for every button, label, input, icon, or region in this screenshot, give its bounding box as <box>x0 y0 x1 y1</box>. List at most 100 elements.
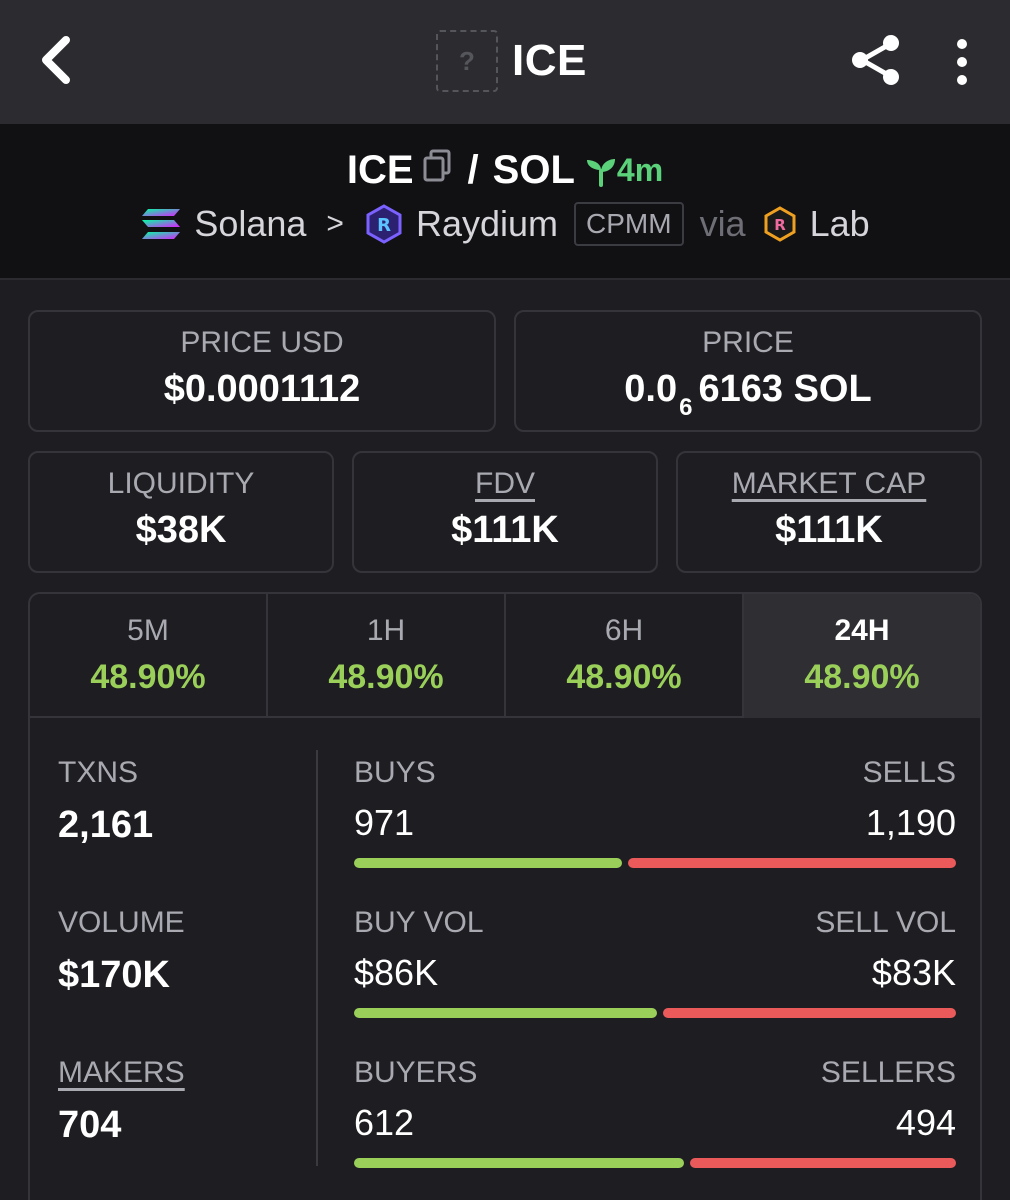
more-options-button[interactable] <box>940 34 984 90</box>
buy-bar-segment <box>354 858 622 868</box>
pair-line: ICE / SOL 4m <box>0 148 1010 193</box>
tab-change: 48.90% <box>90 658 206 696</box>
buys-sells-row: BUYS SELLS 971 1,190 <box>354 756 956 868</box>
sellers-value: 494 <box>895 1102 956 1143</box>
sprout-icon <box>586 158 615 187</box>
chain-breadcrumb: Solana > R Raydium CPMM via R Lab <box>0 202 1010 246</box>
price-native-card: PRICE 0.06 6163 SOL <box>514 310 982 432</box>
liquidity-value: $38K <box>135 509 227 551</box>
buy-vol-label: BUY VOL <box>354 906 484 939</box>
buys-sells-bar <box>354 858 956 868</box>
solana-icon <box>140 207 182 241</box>
tab-1h[interactable]: 1H 48.90% <box>268 594 506 718</box>
back-button[interactable] <box>28 30 84 90</box>
volume-stat: VOLUME $170K <box>58 906 185 997</box>
tab-label: 24H <box>834 614 890 647</box>
price-native-suffix: 6163 SOL <box>698 368 872 410</box>
kebab-dot-icon <box>957 39 967 49</box>
buy-vol-value: $86K <box>354 952 439 993</box>
tab-5m[interactable]: 5M 48.90% <box>30 594 268 718</box>
quote-symbol: SOL <box>492 148 575 192</box>
buys-label: BUYS <box>354 756 436 789</box>
pool-type-badge: CPMM <box>574 202 684 246</box>
market-cap-value: $111K <box>775 509 883 551</box>
copy-icon <box>423 149 451 182</box>
token-logo-placeholder: ? <box>436 30 498 92</box>
sell-vol-value: $83K <box>871 952 956 993</box>
fdv-label[interactable]: FDV <box>475 467 535 500</box>
pair-header: ICE / SOL 4m <box>0 124 1010 280</box>
stats-divider <box>316 750 318 1166</box>
top-bar: ? ICE <box>0 0 1010 124</box>
buy-sell-volume-bar <box>354 1008 956 1018</box>
buy-sell-volume-row: BUY VOL SELL VOL $86K $83K <box>354 906 956 1018</box>
pair-age: 4m <box>585 152 663 189</box>
tab-label: 6H <box>604 614 644 647</box>
sell-bar-segment <box>663 1008 956 1018</box>
pair-age-text: 4m <box>616 152 664 188</box>
liquidity-label: LIQUIDITY <box>107 467 255 500</box>
sells-label: SELLS <box>862 756 956 789</box>
txns-stat: TXNS 2,161 <box>58 756 153 847</box>
tab-6h[interactable]: 6H 48.90% <box>506 594 744 718</box>
tab-24h[interactable]: 24H 48.90% <box>744 594 980 718</box>
fdv-value: $111K <box>451 509 559 551</box>
fdv-card: FDV $111K <box>352 451 658 573</box>
price-native-label: PRICE <box>702 326 794 359</box>
sell-bar-segment <box>690 1158 956 1168</box>
price-usd-label: PRICE USD <box>180 326 344 359</box>
share-button[interactable] <box>848 32 904 88</box>
chain-name-link[interactable]: Solana <box>194 203 307 244</box>
pair-separator: / <box>467 148 479 192</box>
share-icon <box>852 35 899 85</box>
txns-value: 2,161 <box>58 804 154 846</box>
launchpad-name[interactable]: Lab <box>809 203 870 244</box>
kebab-dot-icon <box>957 57 967 67</box>
sell-bar-segment <box>628 858 956 868</box>
makers-label[interactable]: MAKERS <box>58 1056 185 1089</box>
tab-label: 5M <box>127 614 169 647</box>
market-cap-label[interactable]: MARKET CAP <box>731 467 927 500</box>
via-label: via <box>699 203 746 244</box>
price-usd-card: PRICE USD $0.0001112 <box>28 310 496 432</box>
kebab-dot-icon <box>957 75 967 85</box>
price-native-value: 0.06 6163 SOL <box>516 368 980 422</box>
market-cap-card: MARKET CAP $111K <box>676 451 982 573</box>
dex-name-link[interactable]: Raydium <box>415 203 559 244</box>
price-usd-value: $0.0001112 <box>163 368 361 410</box>
base-symbol: ICE <box>346 148 414 192</box>
tab-change: 48.90% <box>328 658 444 696</box>
price-zero-count: 6 <box>679 394 693 421</box>
svg-text:R: R <box>774 216 786 234</box>
liquidity-card: LIQUIDITY $38K <box>28 451 334 573</box>
txns-label: TXNS <box>58 756 139 789</box>
price-native-prefix: 0.0 <box>624 368 678 410</box>
stats-panel: 5M 48.90% 1H 48.90% 6H 48.90% 24H 48.90%… <box>28 592 982 1200</box>
chevron-right-icon: > <box>326 207 344 240</box>
copy-address-button[interactable] <box>422 148 452 193</box>
tab-change: 48.90% <box>566 658 682 696</box>
buyers-label: BUYERS <box>354 1056 478 1089</box>
buy-bar-segment <box>354 1008 657 1018</box>
token-logo-text: ? <box>459 45 475 76</box>
raydium-icon: R <box>364 204 404 244</box>
buyers-sellers-bar <box>354 1158 956 1168</box>
chevron-left-icon <box>42 36 70 84</box>
launchlab-icon: R <box>762 206 798 242</box>
volume-value: $170K <box>58 954 170 996</box>
tab-change: 48.90% <box>804 658 920 696</box>
buys-value: 971 <box>354 802 415 843</box>
sellers-label: SELLERS <box>820 1056 956 1089</box>
sell-vol-label: SELL VOL <box>815 906 956 939</box>
page-title: ICE <box>512 36 587 85</box>
buy-bar-segment <box>354 1158 684 1168</box>
makers-value: 704 <box>58 1104 122 1146</box>
timeframe-tabs: 5M 48.90% 1H 48.90% 6H 48.90% 24H 48.90% <box>30 594 980 718</box>
makers-stat: MAKERS 704 <box>58 1056 185 1147</box>
buyers-value: 612 <box>354 1102 415 1143</box>
tab-label: 1H <box>366 614 406 647</box>
svg-text:R: R <box>377 215 391 236</box>
sells-value: 1,190 <box>865 802 956 843</box>
buyers-sellers-row: BUYERS SELLERS 612 494 <box>354 1056 956 1168</box>
volume-label: VOLUME <box>58 906 185 939</box>
